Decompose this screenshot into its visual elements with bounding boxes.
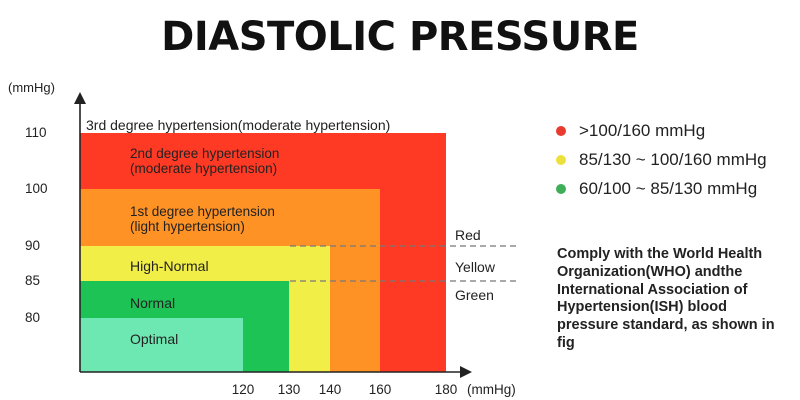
y-tick-label: 85	[25, 273, 40, 288]
x-tick-label: 130	[278, 382, 301, 397]
y-tick-label: 90	[25, 238, 40, 253]
standard-note: Comply with the World Health Organizatio…	[557, 246, 775, 351]
zone-label: Optimal	[130, 331, 178, 347]
y-axis-arrow-icon	[74, 92, 86, 104]
chart-title: DIASTOLIC PRESSURE	[161, 14, 639, 60]
legend-item-yellow: 85/130 ~ 100/160 mmHg	[556, 145, 767, 174]
legend-item-red: >100/160 mmHg	[556, 116, 767, 145]
threshold-label-green: Green	[455, 287, 494, 303]
zone-optimal-rect	[80, 318, 243, 372]
y-tick-label: 80	[25, 310, 40, 325]
zone-label: (light hypertension)	[130, 219, 245, 234]
y-axis-unit: (mmHg)	[8, 80, 55, 95]
x-tick-label: 180	[435, 382, 458, 397]
red-dot-icon	[556, 125, 566, 136]
zone-label: 3rd degree hypertension(moderate hyperte…	[86, 117, 390, 133]
legend: >100/160 mmHg 85/130 ~ 100/160 mmHg 60/1…	[556, 116, 767, 203]
threshold-label-red: Red	[455, 227, 481, 243]
y-tick-label: 100	[25, 181, 48, 196]
x-tick-label: 120	[232, 382, 255, 397]
green-dot-icon	[556, 183, 566, 194]
legend-label: 60/100 ~ 85/130 mmHg	[579, 178, 758, 198]
zone-label: High-Normal	[130, 258, 209, 274]
legend-item-green: 60/100 ~ 85/130 mmHg	[556, 174, 767, 203]
legend-label: 85/130 ~ 100/160 mmHg	[579, 149, 767, 169]
zone-label: (moderate hypertension)	[130, 161, 277, 176]
zone-label: Normal	[130, 295, 175, 311]
x-tick-label: 140	[319, 382, 342, 397]
x-axis-arrow-icon	[460, 366, 472, 378]
zone-label: 2nd degree hypertension	[130, 146, 279, 161]
zone-label: 1st degree hypertension	[130, 204, 275, 219]
x-axis-unit: (mmHg)	[467, 382, 516, 397]
legend-label: >100/160 mmHg	[579, 120, 706, 140]
y-tick-label: 110	[25, 125, 47, 140]
x-tick-label: 160	[369, 382, 392, 397]
yellow-dot-icon	[556, 154, 566, 165]
threshold-label-yellow: Yellow	[455, 259, 496, 275]
